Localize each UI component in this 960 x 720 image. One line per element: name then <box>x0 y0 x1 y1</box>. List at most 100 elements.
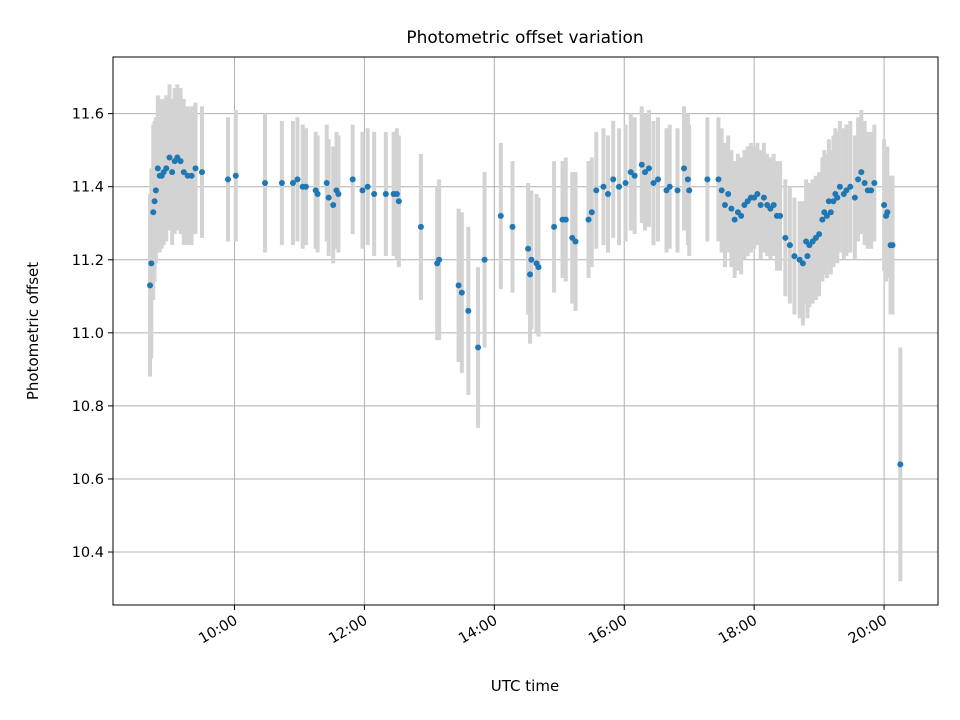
data-point <box>855 176 862 183</box>
data-point <box>804 253 811 260</box>
data-point <box>721 201 728 208</box>
data-point <box>325 194 332 201</box>
data-point <box>830 198 837 205</box>
data-point <box>754 191 761 197</box>
data-point <box>527 271 534 278</box>
data-point <box>417 223 424 230</box>
data-point <box>302 183 309 190</box>
data-point <box>588 209 595 216</box>
data-point <box>525 245 532 252</box>
data-point <box>825 198 832 205</box>
data-point <box>497 212 504 219</box>
data-point <box>858 169 865 176</box>
data-point <box>330 201 337 208</box>
data-point <box>278 180 285 187</box>
y-tick-label: 11.2 <box>72 253 104 269</box>
data-point <box>436 256 443 263</box>
data-point <box>823 212 830 219</box>
data-point <box>294 176 301 183</box>
data-point <box>262 180 269 187</box>
data-point <box>631 172 638 179</box>
data-point <box>777 212 784 219</box>
data-point <box>650 180 657 187</box>
data-point <box>645 165 652 172</box>
data-point <box>232 172 239 179</box>
data-point <box>180 169 187 176</box>
data-point <box>715 176 722 183</box>
data-point <box>188 172 195 179</box>
y-axis-label: Photometric offset <box>24 262 42 400</box>
data-point <box>638 161 645 168</box>
data-point <box>655 176 662 183</box>
data-point <box>335 191 342 197</box>
data-point <box>163 165 170 172</box>
data-point <box>731 216 738 223</box>
y-axis: 10.4 10.6 10.8 11.0 11.2 11.4 11.6 <box>72 107 113 561</box>
chart-title: Photometric offset variation <box>406 28 643 48</box>
data-point <box>760 194 767 201</box>
data-point <box>166 154 173 161</box>
data-point <box>757 201 764 208</box>
data-point <box>393 191 400 197</box>
y-tick-label: 11.4 <box>72 180 104 196</box>
data-point <box>889 242 896 249</box>
data-point <box>725 191 732 197</box>
data-point <box>382 191 389 197</box>
data-point <box>572 238 579 245</box>
data-point <box>481 256 488 263</box>
data-point <box>147 282 154 289</box>
data-point <box>834 194 841 201</box>
data-point <box>152 187 159 194</box>
data-point <box>314 191 321 197</box>
data-point <box>551 223 558 230</box>
data-point <box>738 212 745 219</box>
data-point <box>371 191 378 197</box>
data-point <box>509 223 516 230</box>
data-point <box>364 183 371 190</box>
y-tick-label: 10.6 <box>72 472 104 488</box>
data-point <box>843 187 850 194</box>
data-point <box>289 180 296 187</box>
data-point <box>605 191 611 197</box>
data-point <box>851 194 858 201</box>
data-point <box>642 169 649 176</box>
x-axis-label: UTC time <box>491 677 559 695</box>
y-tick-label: 10.4 <box>72 545 104 561</box>
data-point <box>666 183 673 190</box>
data-point <box>610 176 617 183</box>
data-point <box>169 169 176 176</box>
data-point <box>799 260 806 267</box>
plot-frame <box>112 56 939 606</box>
data-point <box>177 158 184 165</box>
data-point <box>819 216 826 223</box>
data-point <box>770 201 777 208</box>
y-tick-label: 11.0 <box>72 326 104 342</box>
data-point <box>674 187 681 194</box>
data-point <box>349 176 356 183</box>
data-point <box>455 282 462 289</box>
data-point <box>786 242 793 249</box>
data-point <box>686 187 693 194</box>
data-point <box>562 216 569 223</box>
data-point <box>836 183 843 190</box>
data-point <box>585 216 592 223</box>
data-point <box>465 307 472 314</box>
data-point <box>871 180 878 187</box>
data-point <box>881 201 888 208</box>
data-point <box>528 256 535 263</box>
y-tick-label: 10.8 <box>72 399 104 415</box>
data-point <box>151 198 158 205</box>
data-points <box>147 154 904 468</box>
data-point <box>622 180 629 187</box>
data-point <box>782 234 789 241</box>
data-point <box>148 260 155 267</box>
data-point <box>884 209 891 216</box>
data-point <box>681 165 688 172</box>
data-point <box>847 183 854 190</box>
data-point <box>458 289 465 296</box>
data-point <box>868 187 875 194</box>
data-point <box>593 187 600 194</box>
data-point <box>791 253 798 260</box>
data-point <box>627 169 634 176</box>
